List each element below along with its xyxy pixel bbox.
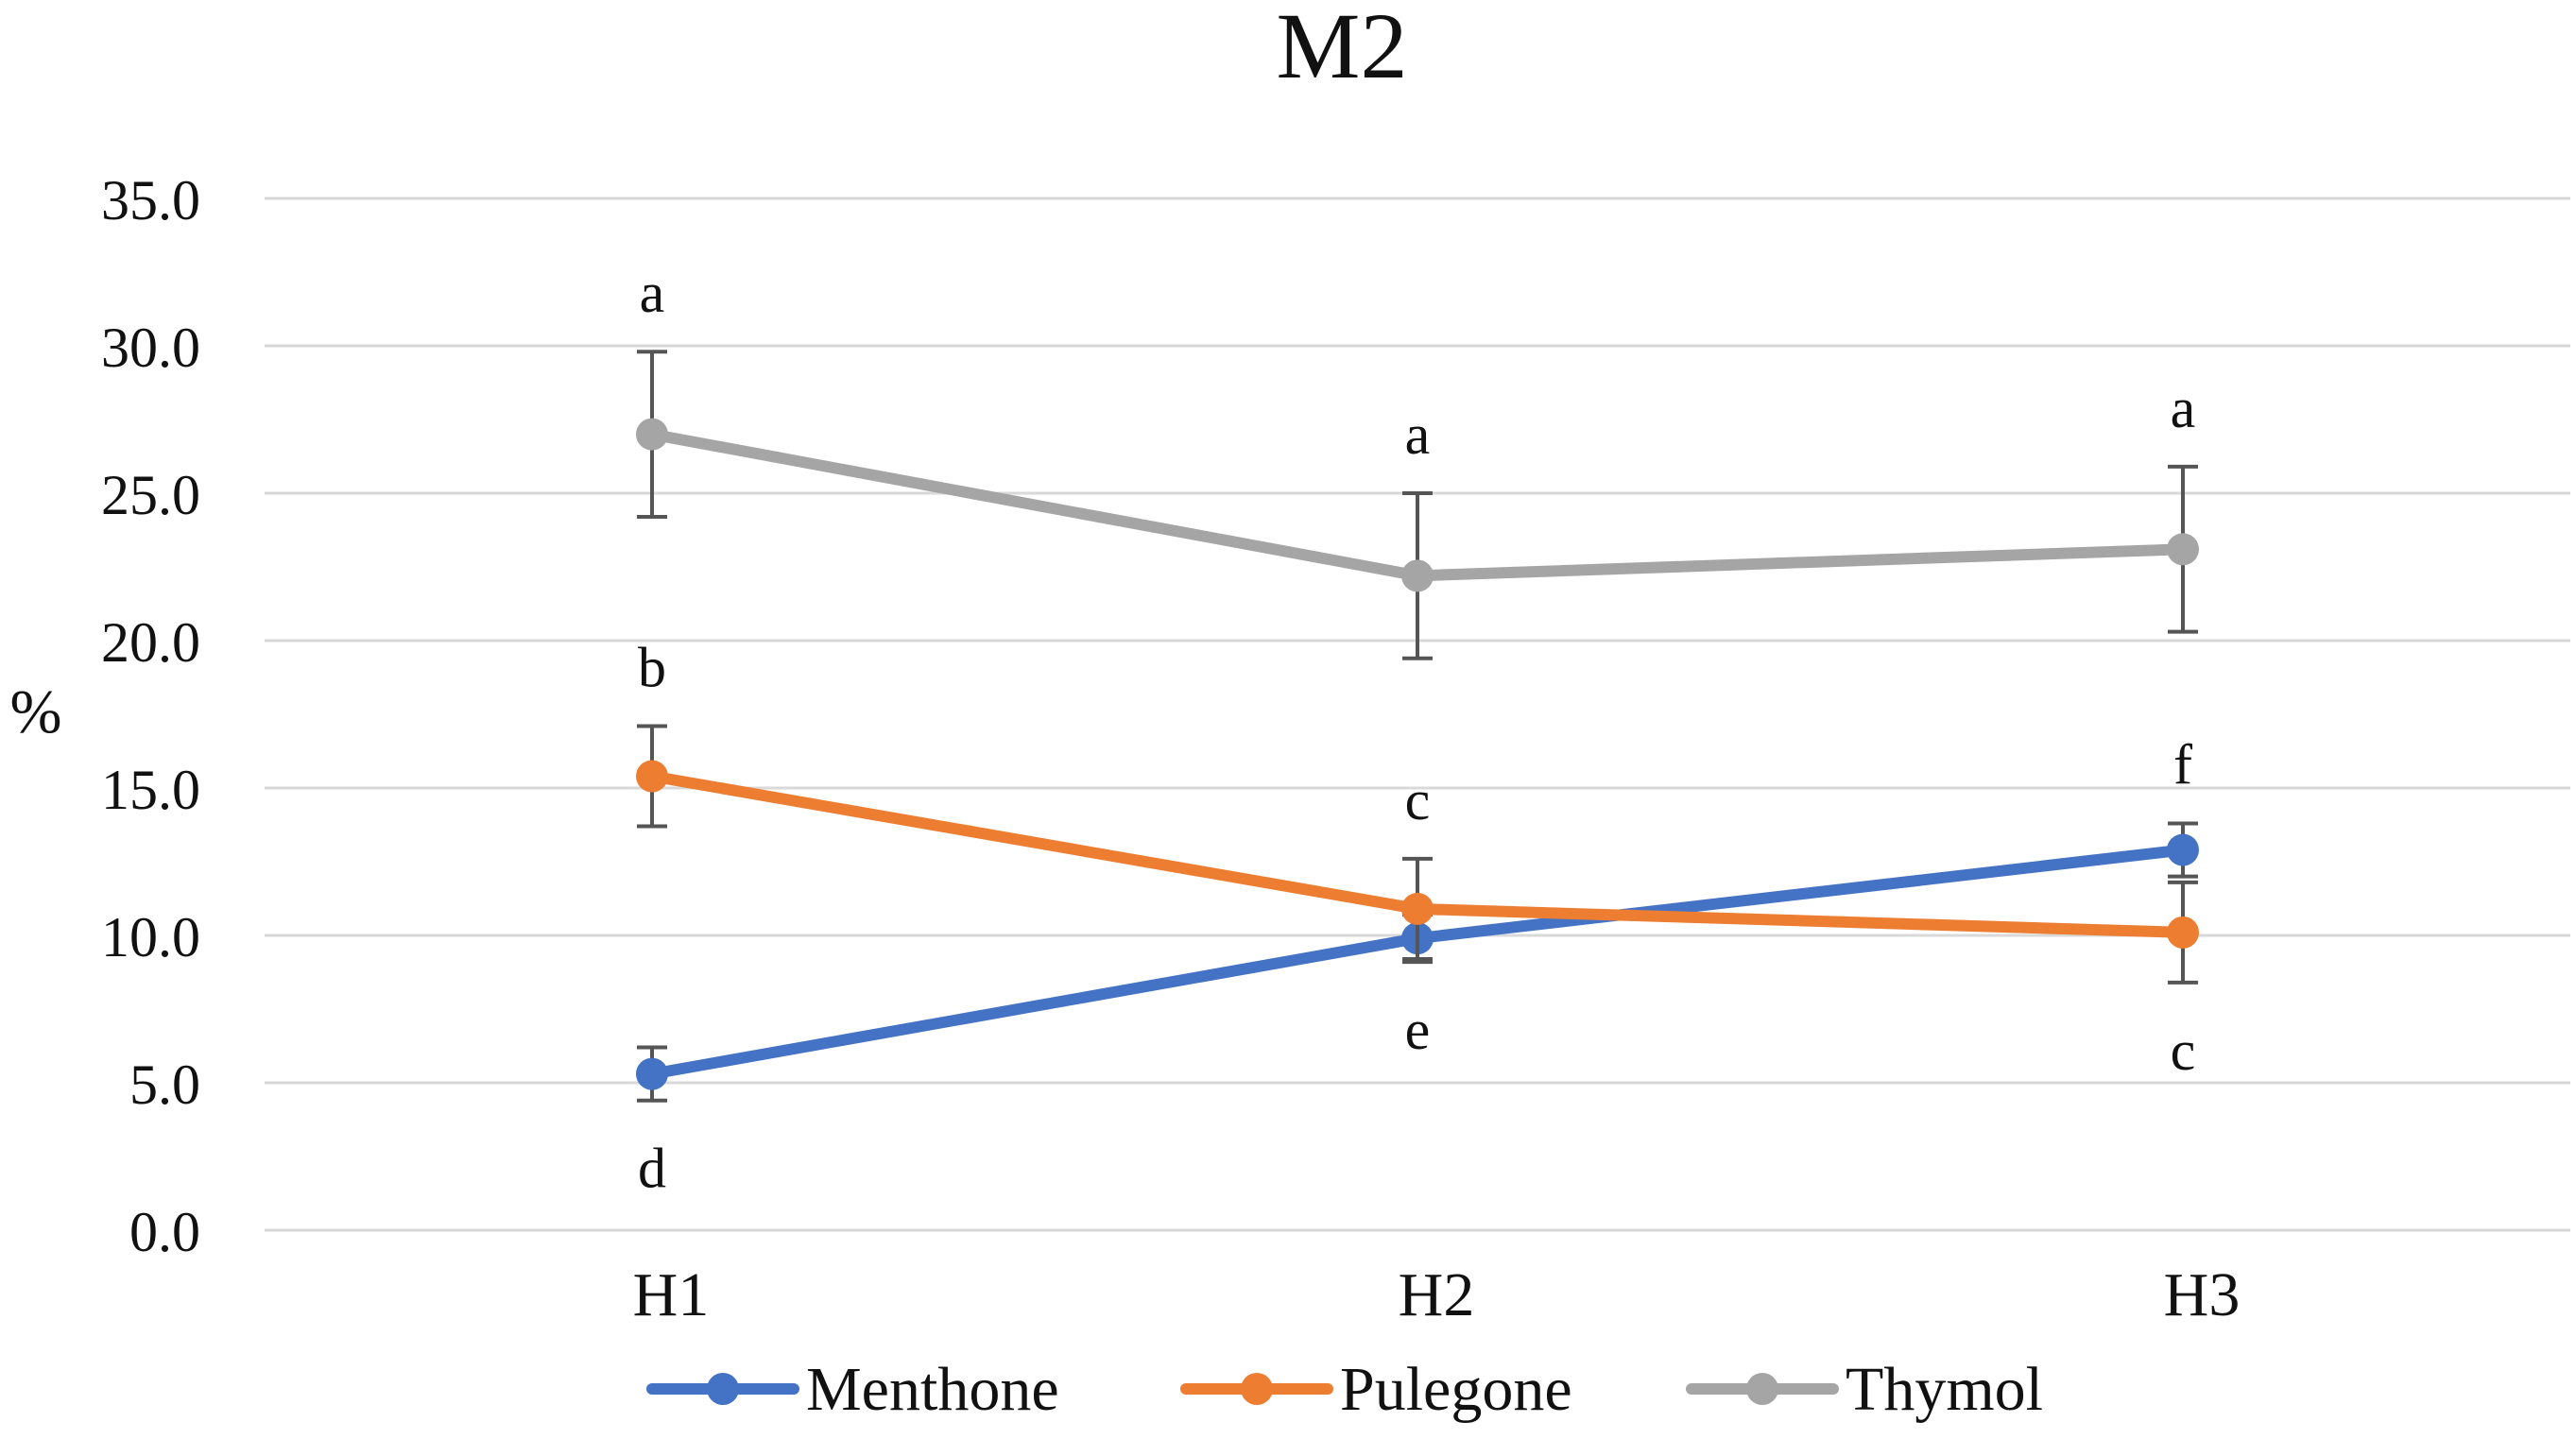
y-axis-ticks: 0.0 5.0 10.0 15.0 20.0 25.0 30.0 35.0 [101,169,200,1263]
y-tick-label: 25.0 [101,464,200,526]
y-tick-label: 10.0 [101,906,200,968]
y-tick-label: 35.0 [101,169,200,231]
legend-label: Menthone [806,1355,1059,1424]
legend-item-pulegone: Pulegone [1180,1355,1572,1424]
legend-marker [1241,1373,1273,1405]
y-axis-label: % [10,677,62,746]
legend-item-menthone: Menthone [646,1355,1059,1424]
gridlines [265,197,2570,1232]
chart-title: M2 [1277,0,1408,98]
data-point [1401,892,1434,925]
y-tick-label: 5.0 [129,1054,200,1116]
data-point [2167,833,2199,866]
significance-label: c [1405,769,1431,831]
x-tick-label: H3 [2164,1260,2241,1329]
series-layer: d e f b c c a a a [636,262,2199,1200]
significance-label: b [638,636,666,698]
series-thymol: a a a [636,262,2199,660]
data-point [1401,559,1434,592]
significance-label: f [2173,733,2192,796]
significance-label: d [638,1138,666,1200]
y-tick-label: 30.0 [101,317,200,379]
legend: Menthone Pulegone Thymol [646,1355,2043,1424]
significance-label: e [1405,999,1431,1061]
data-point [636,418,668,451]
x-axis-ticks: H1 H2 H3 [633,1260,2241,1329]
legend-item-thymol: Thymol [1686,1355,2043,1424]
significance-label: c [2171,1019,2196,1082]
significance-label: a [1405,403,1431,466]
y-tick-label: 20.0 [101,611,200,674]
y-tick-label: 15.0 [101,759,200,821]
data-point [636,1057,668,1090]
series-pulegone: b c c [636,636,2199,1082]
significance-label: a [2171,377,2196,439]
legend-label: Thymol [1846,1355,2043,1424]
y-tick-label: 0.0 [129,1201,200,1263]
data-point [636,760,668,793]
data-point [2167,533,2199,566]
legend-label: Pulegone [1340,1355,1572,1424]
data-point [2167,916,2199,949]
significance-label: a [640,262,665,324]
legend-marker [1746,1373,1778,1405]
x-tick-label: H2 [1399,1260,1475,1329]
legend-marker [707,1373,739,1405]
x-tick-label: H1 [633,1260,710,1329]
